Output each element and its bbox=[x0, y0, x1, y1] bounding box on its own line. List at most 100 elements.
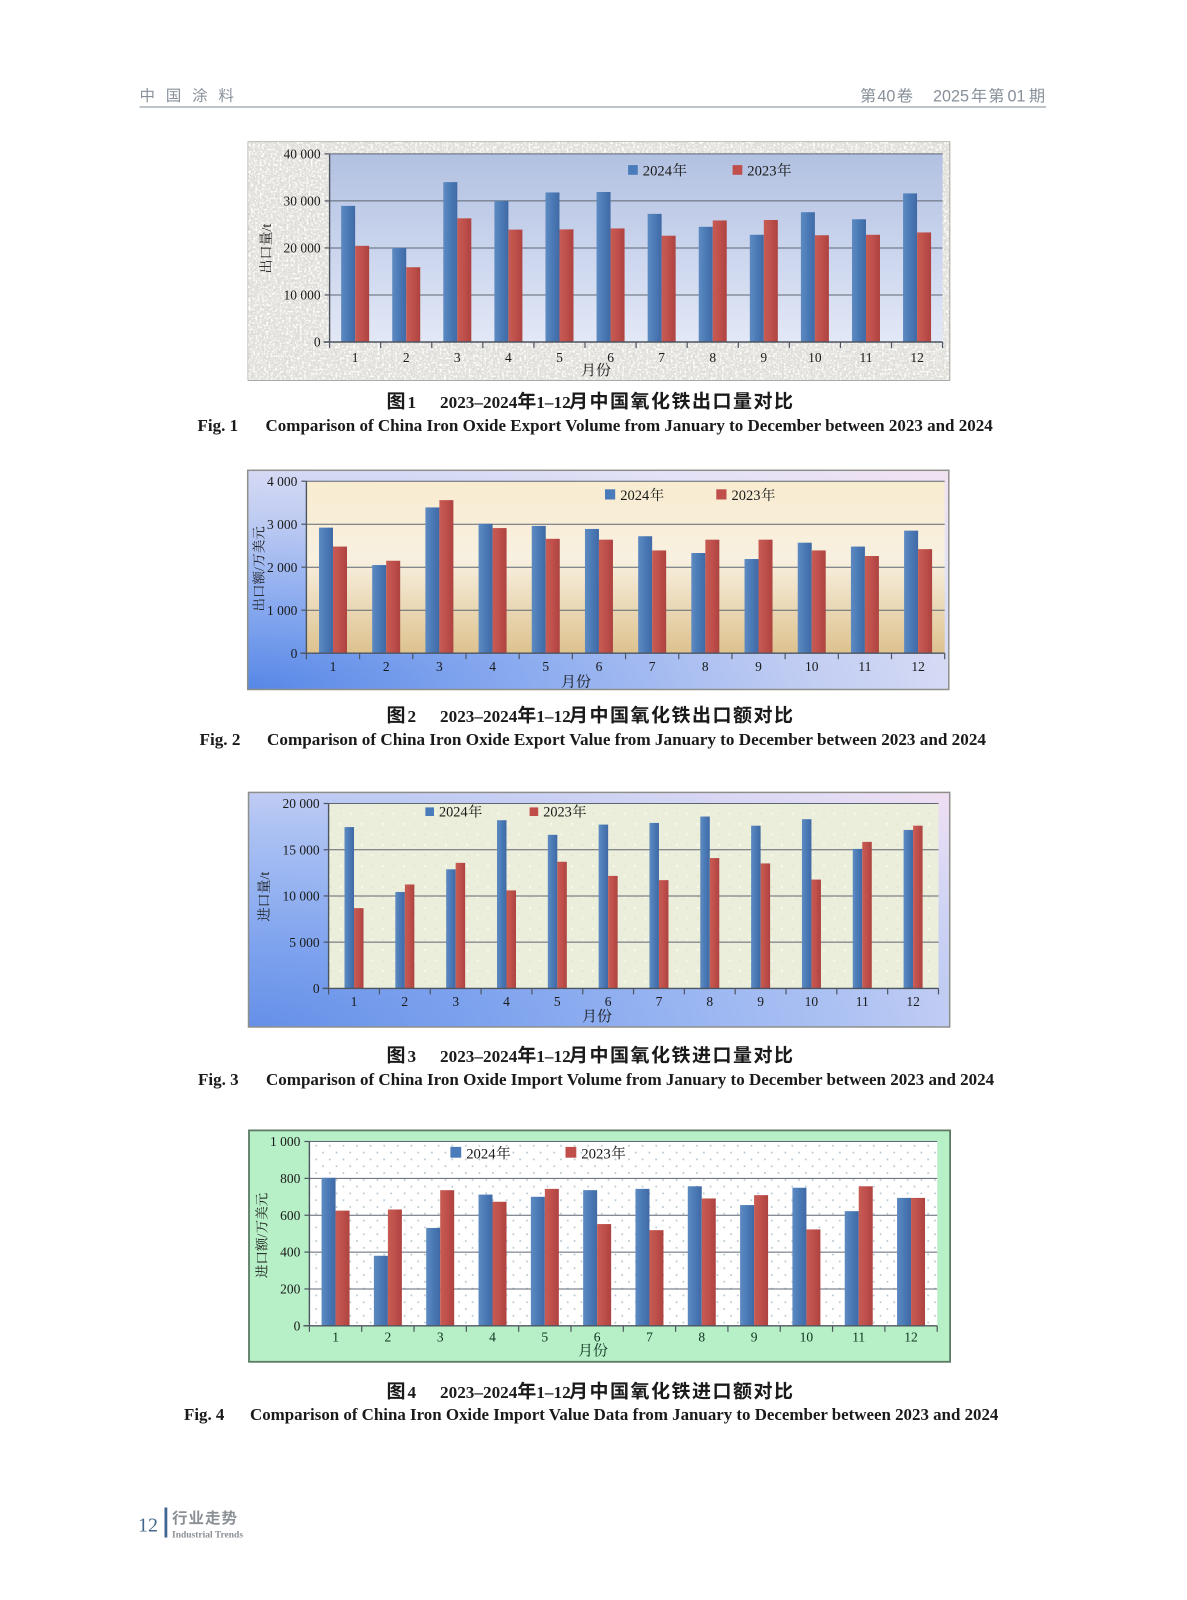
svg-text:2: 2 bbox=[383, 659, 390, 674]
svg-text:2023: 2023 bbox=[732, 488, 761, 504]
svg-text:9: 9 bbox=[751, 1329, 758, 1344]
svg-text:Fig. 2: Fig. 2 bbox=[200, 730, 241, 749]
svg-text:11: 11 bbox=[852, 1329, 865, 1344]
svg-text:40 000: 40 000 bbox=[283, 147, 320, 162]
svg-text:7: 7 bbox=[649, 659, 656, 674]
svg-text:10 000: 10 000 bbox=[283, 288, 320, 303]
svg-text:0: 0 bbox=[314, 335, 321, 350]
svg-text:2 000: 2 000 bbox=[267, 560, 298, 575]
svg-text:2: 2 bbox=[385, 1329, 392, 1344]
svg-text:8: 8 bbox=[706, 994, 713, 1009]
svg-text:1 000: 1 000 bbox=[270, 1134, 301, 1149]
svg-text:4 000: 4 000 bbox=[267, 474, 298, 489]
svg-text:4: 4 bbox=[408, 1383, 417, 1402]
svg-text:1: 1 bbox=[408, 393, 417, 412]
svg-text:1: 1 bbox=[330, 659, 337, 674]
svg-text:12: 12 bbox=[911, 659, 925, 674]
svg-text:2: 2 bbox=[408, 707, 417, 726]
svg-text:12: 12 bbox=[906, 994, 920, 1009]
svg-text:1–12: 1–12 bbox=[536, 393, 570, 412]
svg-text:Fig. 1: Fig. 1 bbox=[198, 416, 239, 435]
svg-text:20 000: 20 000 bbox=[282, 796, 319, 811]
svg-text:2023: 2023 bbox=[581, 1146, 610, 1162]
svg-text:10: 10 bbox=[805, 994, 819, 1009]
svg-text:Fig. 4: Fig. 4 bbox=[184, 1405, 225, 1424]
svg-text:2024: 2024 bbox=[439, 805, 468, 821]
svg-text:Comparison of China Iron Oxide: Comparison of China Iron Oxide Export Va… bbox=[267, 730, 986, 749]
svg-text:1–12: 1–12 bbox=[536, 707, 570, 726]
svg-text:8: 8 bbox=[698, 1329, 705, 1344]
svg-text:2023–2024: 2023–2024 bbox=[440, 393, 518, 412]
svg-text:12: 12 bbox=[904, 1329, 918, 1344]
svg-text:1: 1 bbox=[352, 350, 359, 365]
svg-text:5: 5 bbox=[554, 994, 561, 1009]
svg-text:3: 3 bbox=[436, 659, 443, 674]
svg-text:40: 40 bbox=[877, 88, 895, 106]
svg-text:12: 12 bbox=[138, 1515, 158, 1537]
svg-text:30 000: 30 000 bbox=[283, 194, 320, 209]
svg-text:11: 11 bbox=[858, 659, 871, 674]
svg-text:2023–2024: 2023–2024 bbox=[440, 1383, 518, 1402]
svg-text:12: 12 bbox=[910, 350, 924, 365]
svg-text:2024: 2024 bbox=[643, 163, 673, 179]
svg-text:200: 200 bbox=[280, 1282, 301, 1297]
svg-text:5: 5 bbox=[556, 350, 563, 365]
svg-text:/: / bbox=[252, 567, 267, 571]
svg-text:1–12: 1–12 bbox=[536, 1383, 570, 1402]
svg-text:Fig. 3: Fig. 3 bbox=[198, 1070, 239, 1089]
svg-text:3: 3 bbox=[437, 1329, 444, 1344]
svg-text:3 000: 3 000 bbox=[267, 517, 298, 532]
svg-text:7: 7 bbox=[656, 994, 663, 1009]
svg-text:0: 0 bbox=[313, 981, 320, 996]
svg-text:9: 9 bbox=[760, 350, 767, 365]
svg-text:20 000: 20 000 bbox=[283, 241, 320, 256]
svg-text:6: 6 bbox=[596, 659, 603, 674]
svg-text:2023–2024: 2023–2024 bbox=[440, 707, 518, 726]
svg-text:5: 5 bbox=[542, 659, 549, 674]
svg-text:3: 3 bbox=[408, 1047, 417, 1066]
svg-text:01: 01 bbox=[1008, 88, 1026, 106]
svg-text:0: 0 bbox=[294, 1318, 301, 1333]
svg-text:0: 0 bbox=[291, 646, 298, 661]
svg-text:9: 9 bbox=[757, 994, 764, 1009]
svg-text:6: 6 bbox=[605, 994, 612, 1009]
svg-text:2023–2024: 2023–2024 bbox=[440, 1047, 518, 1066]
svg-text:10 000: 10 000 bbox=[282, 889, 319, 904]
svg-text:2025: 2025 bbox=[933, 88, 969, 106]
svg-text:/: / bbox=[255, 1234, 270, 1238]
svg-text:3: 3 bbox=[454, 350, 461, 365]
svg-text:2: 2 bbox=[403, 350, 410, 365]
svg-text:7: 7 bbox=[646, 1329, 653, 1344]
svg-text:11: 11 bbox=[856, 994, 869, 1009]
svg-text:6: 6 bbox=[594, 1329, 601, 1344]
svg-text:3: 3 bbox=[452, 994, 459, 1009]
svg-text:4: 4 bbox=[489, 659, 496, 674]
svg-text:6: 6 bbox=[607, 350, 614, 365]
svg-text:5: 5 bbox=[541, 1329, 548, 1344]
svg-text:11: 11 bbox=[860, 350, 873, 365]
svg-text:4: 4 bbox=[505, 350, 512, 365]
svg-text:Industrial Trends: Industrial Trends bbox=[172, 1531, 243, 1541]
svg-text:/t: /t bbox=[260, 224, 275, 232]
svg-text:Comparison of China Iron Oxide: Comparison of China Iron Oxide Import Vo… bbox=[266, 1070, 995, 1089]
svg-text:1: 1 bbox=[332, 1329, 339, 1344]
svg-text:8: 8 bbox=[702, 659, 709, 674]
svg-text:2024: 2024 bbox=[466, 1146, 496, 1162]
svg-text:7: 7 bbox=[658, 350, 665, 365]
svg-text:5 000: 5 000 bbox=[289, 935, 320, 950]
svg-text:15 000: 15 000 bbox=[282, 842, 319, 857]
svg-text:2023: 2023 bbox=[543, 805, 572, 821]
svg-text:1–12: 1–12 bbox=[536, 1047, 570, 1066]
svg-text:Comparison of China Iron Oxide: Comparison of China Iron Oxide Export Vo… bbox=[266, 416, 994, 435]
svg-text:1 000: 1 000 bbox=[267, 603, 298, 618]
svg-text:4: 4 bbox=[489, 1329, 496, 1344]
svg-text:8: 8 bbox=[709, 350, 716, 365]
svg-text:4: 4 bbox=[503, 994, 510, 1009]
svg-text:/t: /t bbox=[258, 872, 273, 880]
svg-text:10: 10 bbox=[808, 350, 822, 365]
svg-text:2: 2 bbox=[401, 994, 408, 1009]
svg-text:9: 9 bbox=[755, 659, 762, 674]
svg-text:10: 10 bbox=[805, 659, 819, 674]
svg-text:2023: 2023 bbox=[747, 163, 776, 179]
svg-text:2024: 2024 bbox=[620, 488, 650, 504]
